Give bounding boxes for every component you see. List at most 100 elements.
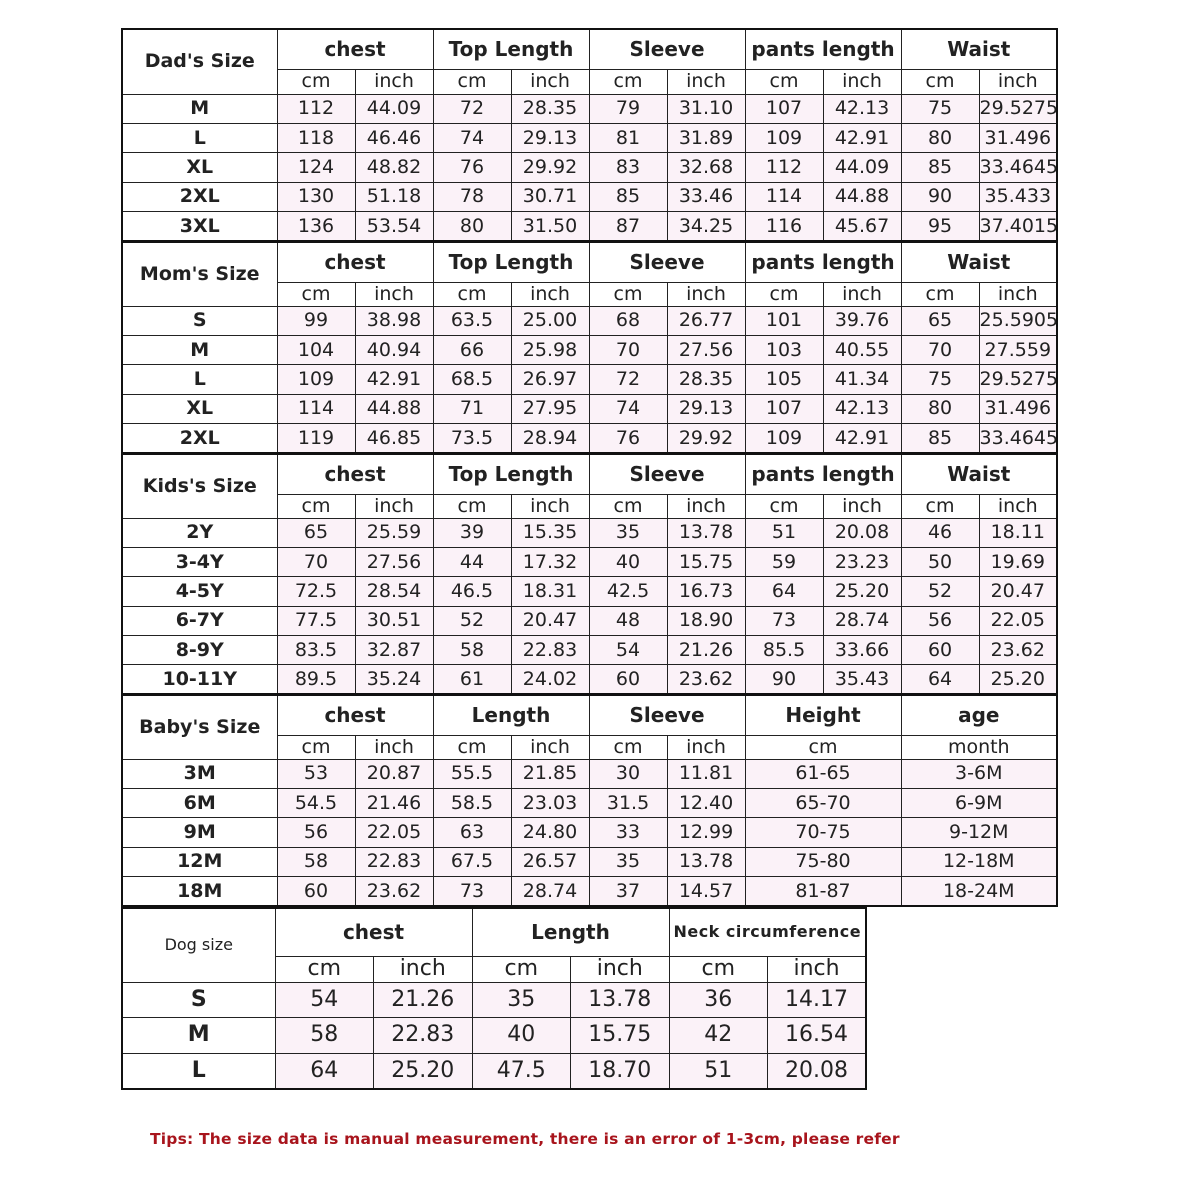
unit-header: cm <box>744 68 824 95</box>
size-value: 87 <box>588 211 668 242</box>
size-value: 104 <box>276 334 356 366</box>
unit-row: cm inch cm inch cm inch cm inch cm inch <box>122 68 1058 95</box>
size-value: 13.78 <box>666 846 746 878</box>
size-label: 9M <box>121 817 278 848</box>
size-value: 30.51 <box>354 605 434 637</box>
column-group: chest <box>276 28 434 70</box>
size-label: 3M <box>121 758 278 789</box>
size-value: 54 <box>588 635 668 666</box>
size-value: 64 <box>274 1052 374 1089</box>
size-value: 27.95 <box>510 393 590 425</box>
unit-header: cm <box>588 68 668 95</box>
unit-row: cm inch cm inch cm inch cm inch cm inch <box>122 281 1058 307</box>
size-row: 3XL 136 53.54 80 31.50 87 34.25 116 45.67 95 37.40… <box>121 211 1058 242</box>
size-value: 12.40 <box>666 787 746 819</box>
size-value: 29.5275 <box>978 93 1058 124</box>
size-value: 73 <box>744 605 824 637</box>
size-value: 29.13 <box>666 393 746 425</box>
unit-header: cm <box>900 281 980 307</box>
size-label: 10-11Y <box>121 664 278 695</box>
size-label: M <box>121 93 278 124</box>
group-row: Kids's Size chest Top Length Sleeve pants le… <box>121 453 1058 519</box>
size-value: 28.54 <box>354 576 434 607</box>
size-value: 44.88 <box>822 181 902 213</box>
size-value: 31.50 <box>510 211 590 242</box>
size-value: 46 <box>900 517 980 548</box>
unit-header: cm <box>276 734 356 760</box>
size-value: 28.74 <box>510 876 590 907</box>
size-value: 46.85 <box>354 423 434 454</box>
size-label: 12M <box>121 846 278 878</box>
column-group: age <box>900 694 1058 736</box>
size-value: 28.74 <box>822 605 902 637</box>
size-value: 70-75 <box>744 817 902 848</box>
size-value: 61 <box>432 664 512 695</box>
size-row: S 54 21.26 35 13.78 36 14.17 <box>121 981 867 1018</box>
size-value: 68 <box>588 305 668 336</box>
size-value: 42.91 <box>822 122 902 154</box>
size-value: 31.10 <box>666 93 746 124</box>
size-value: 9-12M <box>900 817 1058 848</box>
size-value: 124 <box>276 152 356 183</box>
unit-header: inch <box>666 68 746 95</box>
size-row: 6-7Y 77.5 30.51 52 20.47 48 18.90 73 28.74 56 22.0… <box>121 605 1058 637</box>
size-row: 3-4Y 70 27.56 44 17.32 40 15.75 59 23.23 50 19.69 <box>121 546 1058 578</box>
size-value: 112 <box>744 152 824 183</box>
size-row: 2XL 130 51.18 78 30.71 85 33.46 114 44.88 90 35.43… <box>121 181 1058 213</box>
size-value: 33 <box>588 817 668 848</box>
size-value: 58 <box>432 635 512 666</box>
size-value: 136 <box>276 211 356 242</box>
size-value: 42.91 <box>822 423 902 454</box>
size-value: 75-80 <box>744 846 902 878</box>
size-value: 80 <box>432 211 512 242</box>
size-label: S <box>121 305 278 336</box>
size-value: 42.91 <box>354 364 434 395</box>
size-value: 22.83 <box>510 635 590 666</box>
size-value: 107 <box>744 93 824 124</box>
size-value: 83 <box>588 152 668 183</box>
size-label: L <box>121 122 278 154</box>
size-label: 6-7Y <box>121 605 278 637</box>
size-value: 22.05 <box>978 605 1058 637</box>
size-value: 114 <box>744 181 824 213</box>
size-value: 3-6M <box>900 758 1058 789</box>
size-row: 12M 58 22.83 67.5 26.57 35 13.78 75-80 12-18M <box>121 846 1058 878</box>
unit-header: cm <box>744 734 902 760</box>
unit-header: inch <box>354 734 434 760</box>
unit-header: cm <box>276 281 356 307</box>
size-value: 23.23 <box>822 546 902 578</box>
size-value: 83.5 <box>276 635 356 666</box>
size-value: 89.5 <box>276 664 356 695</box>
size-value: 55.5 <box>432 758 512 789</box>
size-value: 72 <box>588 364 668 395</box>
size-value: 52 <box>432 605 512 637</box>
column-group: Waist <box>900 453 1058 495</box>
unit-header: inch <box>570 955 670 983</box>
size-value: 23.62 <box>354 876 434 907</box>
size-value: 85 <box>900 423 980 454</box>
size-value: 6-9M <box>900 787 1058 819</box>
size-value: 30 <box>588 758 668 789</box>
unit-header: inch <box>767 955 867 983</box>
size-value: 17.32 <box>510 546 590 578</box>
unit-header: cm <box>471 955 571 983</box>
column-group: chest <box>276 453 434 495</box>
size-value: 70 <box>588 334 668 366</box>
size-row: M 104 40.94 66 25.98 70 27.56 103 40.55 70 27.559 <box>121 334 1058 366</box>
group-row: Dog size chest Length Neck circumference <box>121 907 867 983</box>
size-value: 20.87 <box>354 758 434 789</box>
size-value: 53 <box>276 758 356 789</box>
size-value: 90 <box>900 181 980 213</box>
size-value: 22.83 <box>373 1017 473 1054</box>
size-value: 18-24M <box>900 876 1058 907</box>
size-value: 53.54 <box>354 211 434 242</box>
size-value: 130 <box>276 181 356 213</box>
unit-header: cm <box>274 955 374 983</box>
size-value: 76 <box>432 152 512 183</box>
size-value: 14.17 <box>767 981 867 1018</box>
size-value: 37 <box>588 876 668 907</box>
column-group: chest <box>276 694 434 736</box>
size-value: 15.75 <box>570 1017 670 1054</box>
size-value: 116 <box>744 211 824 242</box>
